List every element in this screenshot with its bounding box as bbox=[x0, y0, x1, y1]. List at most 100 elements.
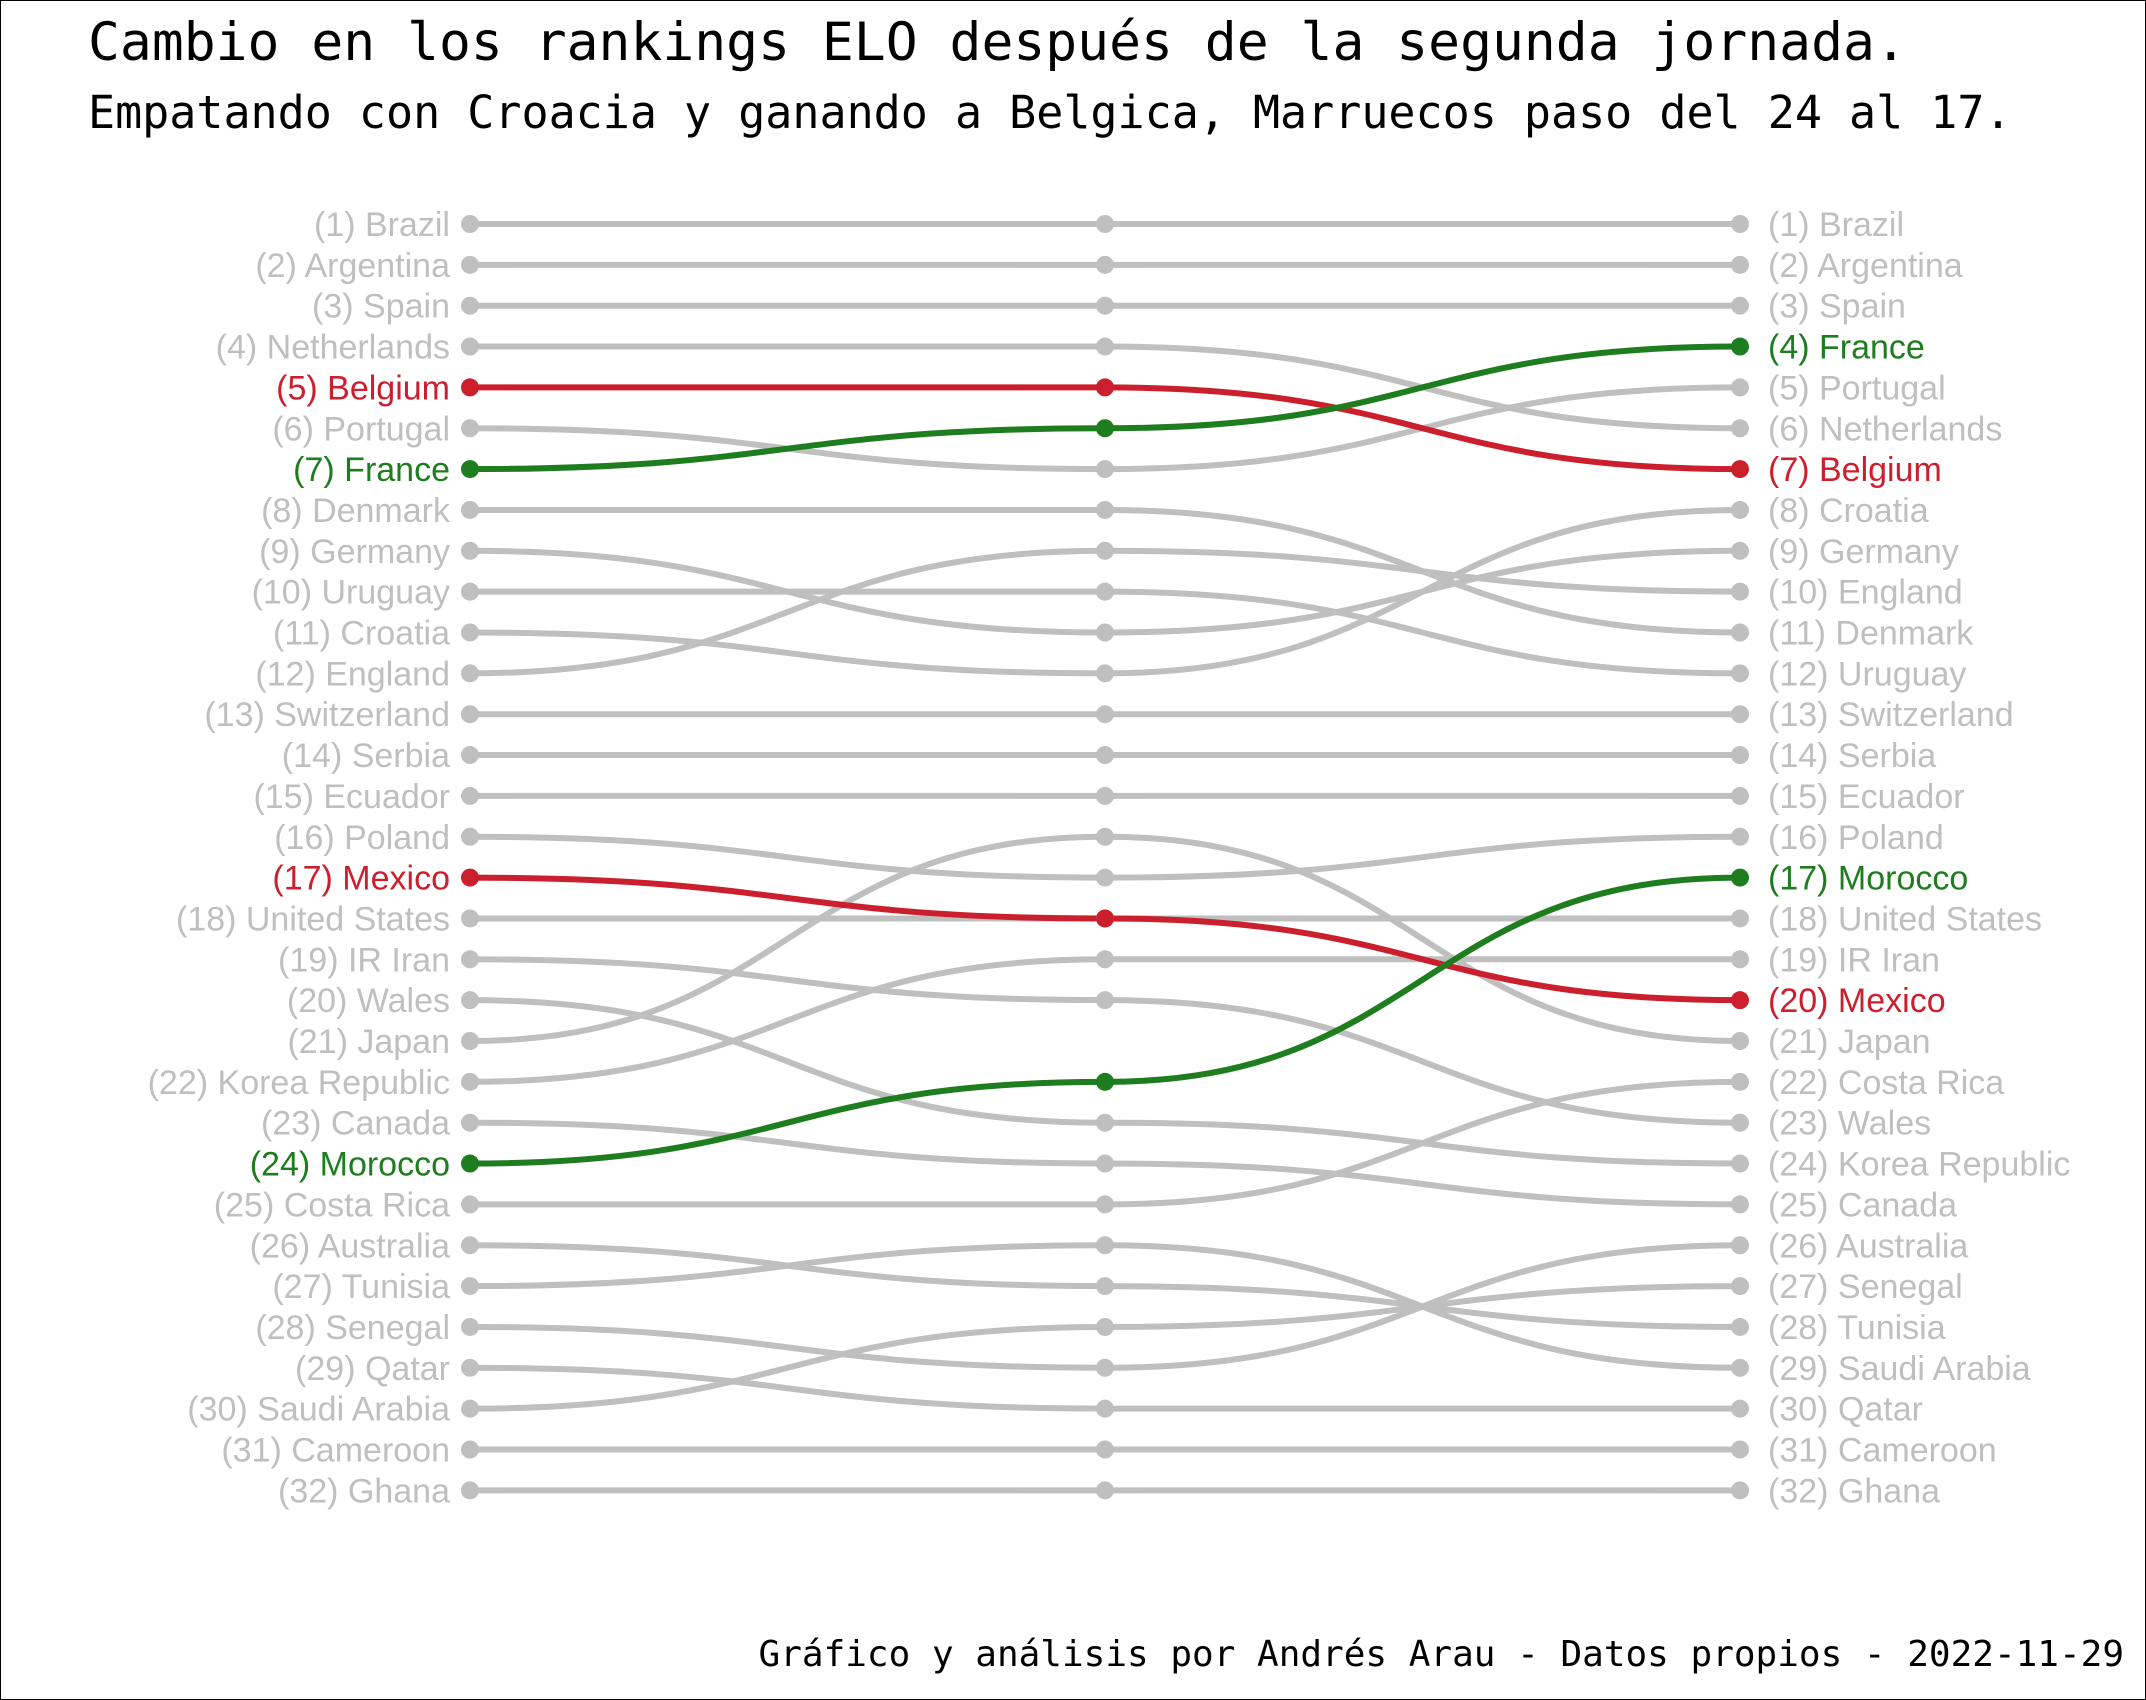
point-england-stage2 bbox=[1096, 541, 1114, 560]
line-costa-rica-seg2 bbox=[1102, 1078, 1743, 1208]
point-saudi-arabia-stage1 bbox=[461, 1399, 479, 1418]
point-uruguay-stage1 bbox=[461, 582, 479, 601]
point-argentina-stage3 bbox=[1731, 255, 1749, 274]
right-label-wales: (23) Wales bbox=[1768, 1105, 1931, 1143]
point-spain-stage1 bbox=[461, 296, 479, 315]
left-label-netherlands: (4) Netherlands bbox=[216, 329, 450, 367]
point-morocco-stage2 bbox=[1096, 1072, 1114, 1091]
right-label-qatar: (30) Qatar bbox=[1768, 1391, 1923, 1429]
point-wales-stage3 bbox=[1731, 1154, 1749, 1173]
point-ecuador-stage3 bbox=[1731, 786, 1749, 805]
point-netherlands-stage3 bbox=[1731, 419, 1749, 438]
line-canada-seg2 bbox=[1102, 1160, 1743, 1208]
left-label-united-states: (18) United States bbox=[176, 900, 450, 938]
point-ir-iran-stage3 bbox=[1731, 1113, 1749, 1132]
right-label-ecuador: (15) Ecuador bbox=[1768, 778, 1965, 816]
point-japan-stage3 bbox=[1731, 1032, 1749, 1050]
point-australia-stage2 bbox=[1096, 1277, 1114, 1296]
point-costa-rica-stage2 bbox=[1096, 1195, 1114, 1214]
point-argentina-stage1 bbox=[461, 255, 479, 274]
right-label-uruguay: (12) Uruguay bbox=[1768, 655, 1966, 693]
line-france-seg2 bbox=[1102, 343, 1743, 432]
right-label-england: (10) England bbox=[1768, 574, 1963, 612]
point-senegal-stage1 bbox=[461, 1317, 479, 1336]
point-serbia-stage2 bbox=[1096, 746, 1114, 765]
left-label-japan: (21) Japan bbox=[287, 1023, 450, 1061]
point-tunisia-stage2 bbox=[1096, 1236, 1114, 1255]
point-united-states-stage3 bbox=[1731, 909, 1749, 928]
chart-subtitle: Empatando con Croacia y ganando a Belgic… bbox=[88, 86, 2012, 139]
left-label-serbia: (14) Serbia bbox=[282, 737, 450, 775]
point-portugal-stage3 bbox=[1731, 378, 1749, 397]
right-label-germany: (9) Germany bbox=[1768, 533, 1959, 571]
right-label-united-states: (18) United States bbox=[1768, 900, 2042, 938]
left-label-germany: (9) Germany bbox=[259, 533, 450, 571]
point-argentina-stage2 bbox=[1096, 255, 1114, 274]
point-canada-stage2 bbox=[1096, 1154, 1114, 1173]
right-label-croatia: (8) Croatia bbox=[1768, 492, 1929, 530]
right-label-denmark: (11) Denmark bbox=[1768, 615, 1974, 653]
right-label-portugal: (5) Portugal bbox=[1768, 369, 1946, 407]
right-label-canada: (25) Canada bbox=[1768, 1186, 1957, 1224]
left-label-switzerland: (13) Switzerland bbox=[204, 696, 450, 734]
point-saudi-arabia-stage3 bbox=[1731, 1277, 1749, 1296]
point-serbia-stage1 bbox=[461, 746, 479, 765]
point-poland-stage1 bbox=[461, 827, 479, 846]
left-label-belgium: (5) Belgium bbox=[276, 369, 450, 407]
point-brazil-stage2 bbox=[1096, 215, 1114, 233]
line-england-seg1 bbox=[467, 547, 1108, 677]
right-label-cameroon: (31) Cameroon bbox=[1768, 1432, 1997, 1470]
right-label-ghana: (32) Ghana bbox=[1768, 1472, 1940, 1510]
point-netherlands-stage2 bbox=[1096, 337, 1114, 356]
point-korea-republic-stage3 bbox=[1731, 950, 1749, 969]
left-label-tunisia: (27) Tunisia bbox=[272, 1268, 450, 1306]
left-label-spain: (3) Spain bbox=[312, 288, 450, 326]
point-germany-stage3 bbox=[1731, 541, 1749, 560]
point-wales-stage2 bbox=[1096, 1113, 1114, 1132]
left-label-morocco: (24) Morocco bbox=[250, 1146, 450, 1184]
left-label-poland: (16) Poland bbox=[274, 819, 450, 857]
point-spain-stage3 bbox=[1731, 296, 1749, 315]
point-netherlands-stage1 bbox=[461, 337, 479, 356]
point-australia-stage1 bbox=[461, 1236, 479, 1255]
left-label-saudi-arabia: (30) Saudi Arabia bbox=[187, 1391, 450, 1429]
left-label-ir-iran: (19) IR Iran bbox=[278, 941, 450, 979]
point-denmark-stage2 bbox=[1096, 500, 1114, 519]
left-label-senegal: (28) Senegal bbox=[255, 1309, 450, 1347]
left-label-portugal: (6) Portugal bbox=[272, 410, 450, 448]
line-ir-iran-seg1 bbox=[467, 956, 1108, 1004]
line-croatia-seg1 bbox=[467, 629, 1108, 677]
right-labels: (1) Brazil(2) Argentina(3) Spain(4) Fran… bbox=[1768, 206, 2070, 1510]
point-belgium-stage1 bbox=[461, 378, 479, 397]
point-england-stage1 bbox=[461, 664, 479, 683]
point-japan-stage1 bbox=[461, 1032, 479, 1050]
right-label-morocco: (17) Morocco bbox=[1768, 860, 1968, 898]
chart-caption: Gráfico y análisis por Andrés Arau - Dat… bbox=[758, 1634, 2124, 1675]
left-labels: (1) Brazil(2) Argentina(3) Spain(4) Neth… bbox=[148, 206, 451, 1510]
left-label-ecuador: (15) Ecuador bbox=[253, 778, 450, 816]
left-label-qatar: (29) Qatar bbox=[295, 1350, 450, 1388]
point-cameroon-stage1 bbox=[461, 1440, 479, 1459]
right-label-belgium: (7) Belgium bbox=[1768, 451, 1942, 489]
left-label-france: (7) France bbox=[293, 451, 450, 489]
right-label-costa-rica: (22) Costa Rica bbox=[1768, 1064, 2004, 1102]
point-mexico-stage3 bbox=[1731, 991, 1749, 1010]
right-label-saudi-arabia: (29) Saudi Arabia bbox=[1768, 1350, 2031, 1388]
point-croatia-stage3 bbox=[1731, 500, 1749, 519]
left-label-wales: (20) Wales bbox=[287, 982, 450, 1020]
point-senegal-stage3 bbox=[1731, 1236, 1749, 1255]
point-korea-republic-stage1 bbox=[461, 1072, 479, 1091]
point-denmark-stage1 bbox=[461, 500, 479, 519]
right-label-australia: (26) Australia bbox=[1768, 1227, 1968, 1265]
point-brazil-stage1 bbox=[461, 215, 479, 233]
left-label-england: (12) England bbox=[255, 655, 450, 693]
left-label-korea-republic: (22) Korea Republic bbox=[148, 1064, 450, 1102]
point-switzerland-stage3 bbox=[1731, 705, 1749, 724]
point-belgium-stage2 bbox=[1096, 378, 1114, 397]
right-label-japan: (21) Japan bbox=[1768, 1023, 1931, 1061]
left-label-brazil: (1) Brazil bbox=[314, 206, 450, 244]
point-costa-rica-stage3 bbox=[1731, 1072, 1749, 1091]
line-wales-seg1 bbox=[467, 997, 1108, 1126]
point-switzerland-stage2 bbox=[1096, 705, 1114, 724]
right-label-argentina: (2) Argentina bbox=[1768, 247, 1963, 285]
